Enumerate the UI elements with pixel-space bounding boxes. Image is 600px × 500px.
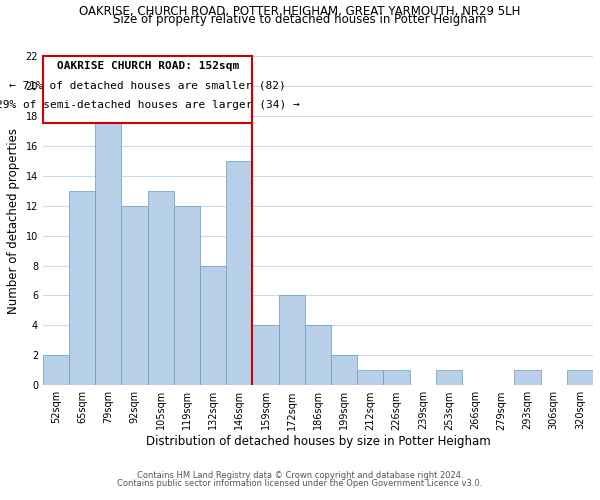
Text: Contains HM Land Registry data © Crown copyright and database right 2024.: Contains HM Land Registry data © Crown c… (137, 471, 463, 480)
Bar (383, 370, 410, 386)
Bar (174, 206, 200, 386)
Bar (514, 370, 541, 386)
Bar (226, 160, 253, 386)
Text: Size of property relative to detached houses in Potter Heigham: Size of property relative to detached ho… (113, 12, 487, 26)
Bar (567, 370, 593, 386)
Text: 29% of semi-detached houses are larger (34) →: 29% of semi-detached houses are larger (… (0, 100, 299, 110)
Bar (43, 356, 69, 386)
Bar (278, 296, 305, 386)
Bar (69, 190, 95, 386)
X-axis label: Distribution of detached houses by size in Potter Heigham: Distribution of detached houses by size … (146, 435, 490, 448)
Bar (95, 116, 121, 386)
Text: OAKRISE, CHURCH ROAD, POTTER HEIGHAM, GREAT YARMOUTH, NR29 5LH: OAKRISE, CHURCH ROAD, POTTER HEIGHAM, GR… (79, 5, 521, 18)
Bar (436, 370, 462, 386)
Y-axis label: Number of detached properties: Number of detached properties (7, 128, 20, 314)
Bar (305, 326, 331, 386)
Bar (121, 206, 148, 386)
Bar (148, 190, 174, 386)
Bar (331, 356, 357, 386)
Bar (253, 326, 278, 386)
Text: OAKRISE CHURCH ROAD: 152sqm: OAKRISE CHURCH ROAD: 152sqm (56, 61, 239, 71)
Text: ← 71% of detached houses are smaller (82): ← 71% of detached houses are smaller (82… (9, 80, 286, 90)
Text: Contains public sector information licensed under the Open Government Licence v3: Contains public sector information licen… (118, 478, 482, 488)
Bar (357, 370, 383, 386)
Bar (200, 266, 226, 386)
